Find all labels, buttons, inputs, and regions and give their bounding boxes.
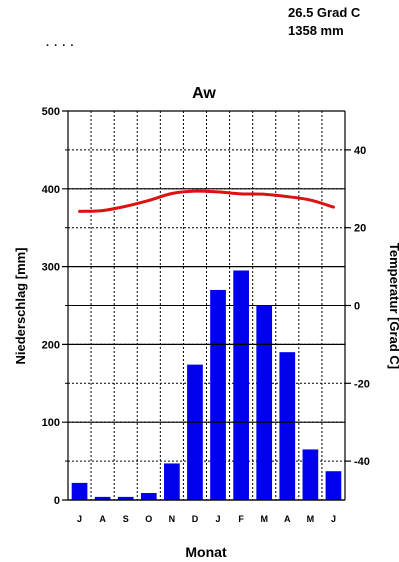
y-tick-label: 400 <box>42 184 60 196</box>
axes: 0 100 200 300 400 500 -40 -20 0 20 40 J A S O N D J F M A M J <box>42 106 370 524</box>
precipitation-bar <box>164 463 180 500</box>
y2-tick-label: -20 <box>354 378 370 390</box>
station-name-label: . . . . <box>46 37 74 49</box>
mean-temperature-label: 26.5 Grad C <box>288 5 361 20</box>
precipitation-bar <box>94 496 111 500</box>
y-tick-label: 0 <box>54 495 60 507</box>
x-axis-title: Monat <box>185 544 227 560</box>
y-tick-label: 200 <box>42 339 60 351</box>
x-tick-label: M <box>260 514 268 524</box>
y2-axis-title: Temperatur [Grad C] <box>387 243 399 369</box>
y2-tick-label: -40 <box>354 456 370 468</box>
precipitation-bar <box>256 305 273 500</box>
temperature-curve <box>78 189 335 213</box>
precipitation-bar <box>71 482 88 500</box>
x-tick-label: S <box>123 514 129 524</box>
y2-tick-label: 0 <box>354 301 360 313</box>
precipitation-bar <box>140 492 157 500</box>
precipitation-bar <box>302 449 319 500</box>
precipitation-bar <box>279 352 296 500</box>
precipitation-bar <box>325 471 342 500</box>
chart-title: Aw <box>192 85 216 102</box>
precipitation-bar <box>187 364 203 500</box>
x-tick-label: D <box>192 514 199 524</box>
x-tick-label: J <box>77 514 82 524</box>
precipitation-bar <box>233 270 249 500</box>
precipitation-bar <box>210 289 226 500</box>
x-tick-label: J <box>216 514 221 524</box>
precipitation-bars <box>71 270 342 500</box>
precipitation-bar <box>117 496 134 500</box>
x-tick-label: A <box>99 514 106 524</box>
y-axis-title: Niederschlag [mm] <box>13 247 28 364</box>
y-tick-label: 300 <box>42 262 60 274</box>
x-tick-label: N <box>169 514 176 524</box>
y2-tick-label: 20 <box>354 223 366 235</box>
temperature-line <box>78 189 335 213</box>
x-tick-label: A <box>284 514 291 524</box>
annual-precipitation-label: 1358 mm <box>288 23 344 38</box>
x-tick-label: M <box>307 514 315 524</box>
grid <box>68 111 345 500</box>
y-tick-label: 500 <box>42 106 60 118</box>
y2-tick-label: 40 <box>354 145 366 157</box>
x-tick-label: O <box>145 514 152 524</box>
x-tick-label: J <box>331 514 336 524</box>
x-tick-label: F <box>238 514 244 524</box>
y-tick-label: 100 <box>42 417 60 429</box>
